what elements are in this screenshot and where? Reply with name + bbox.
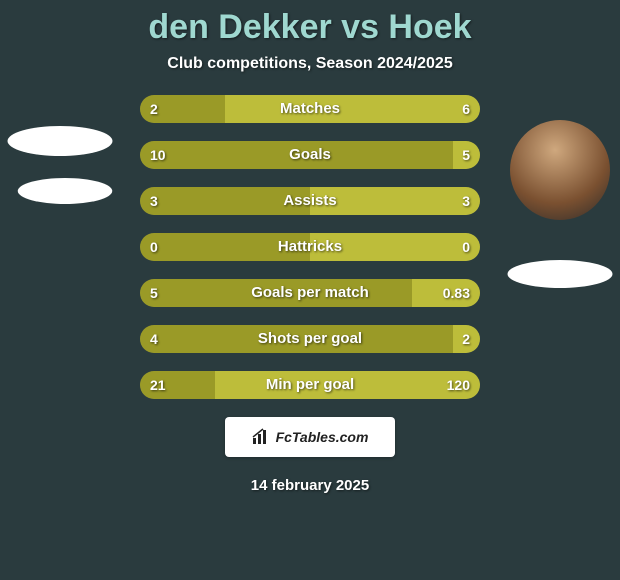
date-text: 14 february 2025: [0, 477, 620, 494]
bar-label: Goals per match: [140, 279, 480, 307]
bar-row: 105Goals: [140, 141, 480, 169]
avatar-placeholder-left-2: [18, 178, 113, 204]
bar-label: Hattricks: [140, 233, 480, 261]
bar-row: 42Shots per goal: [140, 325, 480, 353]
avatar-placeholder-right: [508, 260, 613, 288]
comparison-infographic: den Dekker vs Hoek Club competitions, Se…: [0, 0, 620, 580]
bar-label: Min per goal: [140, 371, 480, 399]
bar-label: Goals: [140, 141, 480, 169]
bar-row: 26Matches: [140, 95, 480, 123]
bar-label: Shots per goal: [140, 325, 480, 353]
site-name: FcTables.com: [276, 429, 369, 445]
bar-label: Matches: [140, 95, 480, 123]
bar-label: Assists: [140, 187, 480, 215]
site-badge: FcTables.com: [225, 417, 395, 457]
comparison-bars: 26Matches 105Goals 33Assists 00Hattricks 50.…: [140, 95, 480, 399]
bar-row: 50.83Goals per match: [140, 279, 480, 307]
bar-row: 33Assists: [140, 187, 480, 215]
player-avatar-right: [510, 120, 610, 220]
page-title: den Dekker vs Hoek: [0, 8, 620, 47]
bar-row: 21120Min per goal: [140, 371, 480, 399]
avatar-placeholder-left-1: [8, 126, 113, 156]
chart-icon: [252, 428, 270, 446]
bar-row: 00Hattricks: [140, 233, 480, 261]
subtitle: Club competitions, Season 2024/2025: [0, 55, 620, 73]
